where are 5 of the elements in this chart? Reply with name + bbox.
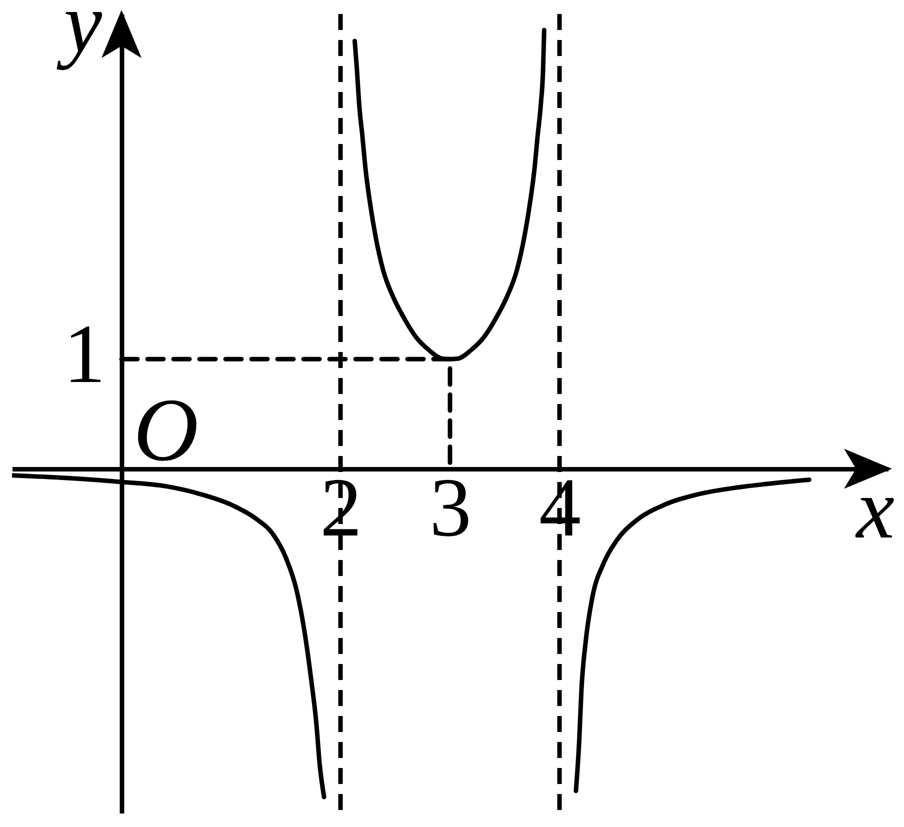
annotation: 1	[64, 308, 106, 402]
annotation: O	[134, 380, 198, 480]
x-tick-label: 3	[430, 461, 472, 554]
y-axis-title: y	[56, 0, 103, 70]
x-axis-title: x	[854, 460, 895, 556]
